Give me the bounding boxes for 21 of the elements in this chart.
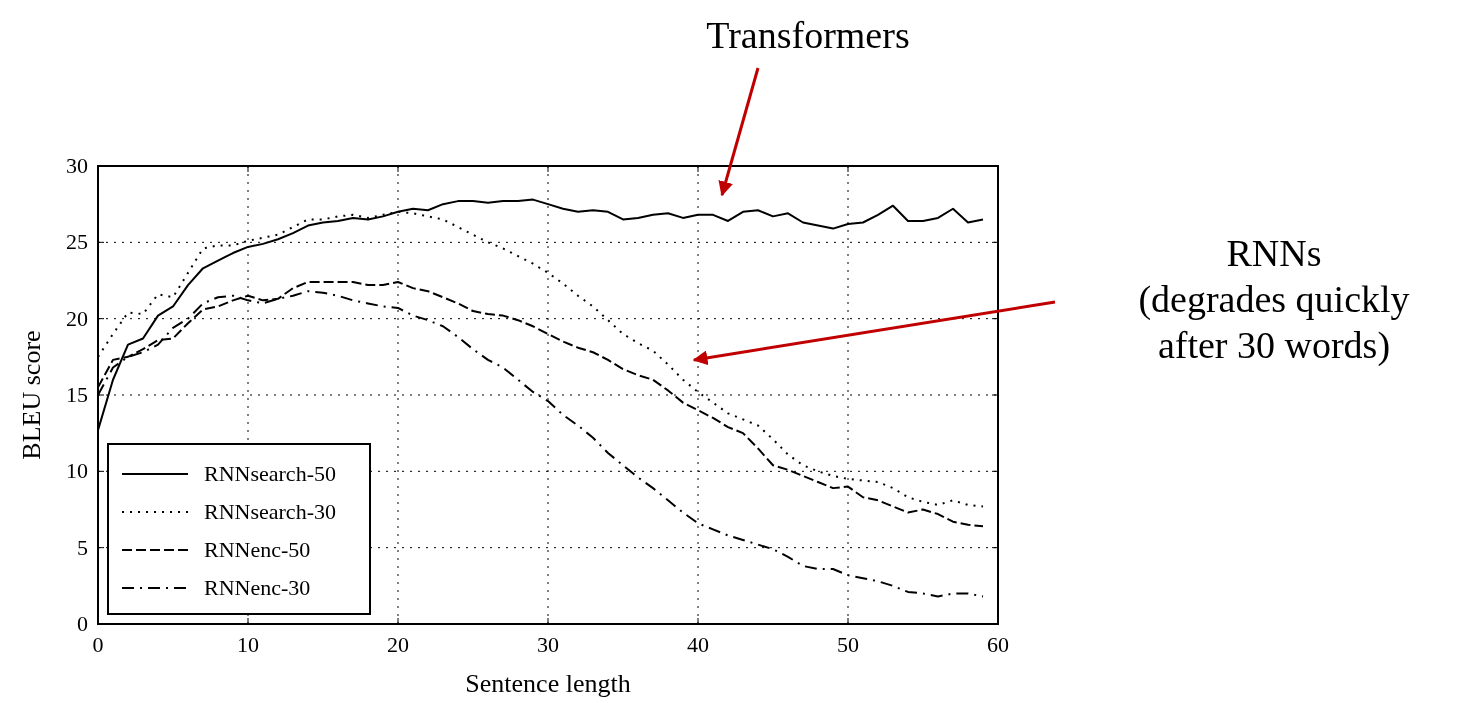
x-tick-label: 60 <box>987 632 1009 657</box>
y-tick-label: 5 <box>77 534 88 560</box>
y-tick-label: 0 <box>77 611 88 636</box>
legend-label: RNNsearch-30 <box>204 499 336 524</box>
y-tick-label: 30 <box>66 153 88 178</box>
legend-label: RNNenc-50 <box>204 537 311 562</box>
x-tick-label: 50 <box>837 632 859 657</box>
y-tick-label: 20 <box>66 305 88 331</box>
x-axis-title: Sentence length <box>465 669 631 698</box>
y-tick-label: 15 <box>66 382 88 407</box>
legend-label: RNNenc-30 <box>204 575 311 600</box>
x-tick-label: 20 <box>387 632 409 657</box>
y-tick-label: 10 <box>66 458 88 484</box>
y-tick-label: 25 <box>66 229 88 255</box>
x-tick-label: 10 <box>237 632 259 657</box>
y-axis-title: BLEU score <box>17 330 46 460</box>
text: RNNs (degrades quickly after 30 words) <box>1138 232 1410 367</box>
x-tick-label: 30 <box>537 632 559 657</box>
x-tick-label: 40 <box>687 632 709 657</box>
legend-label: RNNsearch-50 <box>204 461 336 486</box>
text: Transformers <box>706 14 910 56</box>
